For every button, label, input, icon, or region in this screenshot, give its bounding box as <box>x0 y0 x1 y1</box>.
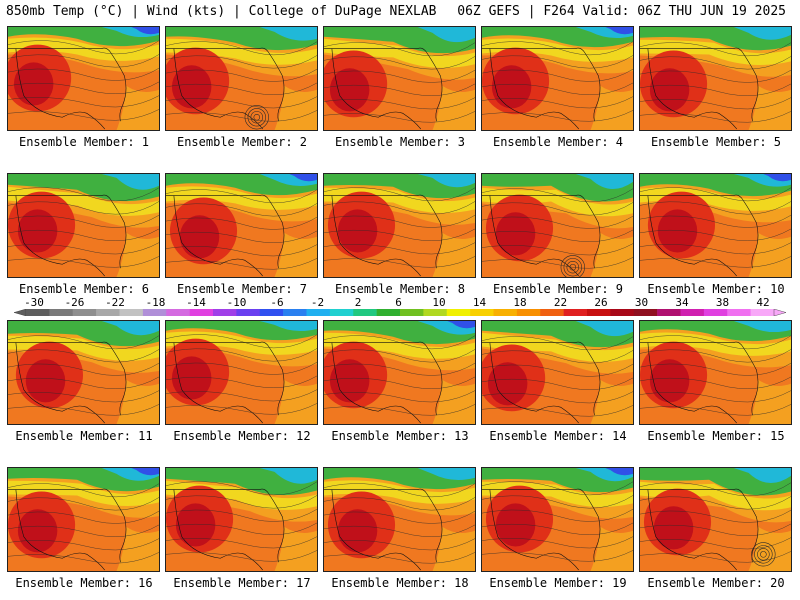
ensemble-member-label: Ensemble Member: 18 <box>331 576 469 590</box>
ensemble-member-label: Ensemble Member: 19 <box>489 576 627 590</box>
ensemble-map-8 <box>323 173 476 278</box>
ensemble-map-10 <box>639 173 792 278</box>
colorbar-segment <box>96 309 120 316</box>
ensemble-map-6 <box>7 173 160 278</box>
colorbar-segment <box>142 309 167 316</box>
colorbar-tick-label: -18 <box>145 296 166 309</box>
ensemble-member-label: Ensemble Member: 11 <box>15 429 153 443</box>
colorbar-tick-label: 42 <box>756 296 770 309</box>
colorbar-segment <box>750 309 775 316</box>
ensemble-member-label: Ensemble Member: 15 <box>647 429 785 443</box>
colorbar-tick-label: 38 <box>715 296 730 309</box>
ensemble-map-19 <box>481 467 634 572</box>
colorbar-segment <box>400 309 424 316</box>
ensemble-map-13 <box>323 320 476 425</box>
colorbar-segment <box>283 309 307 316</box>
ensemble-member-label: Ensemble Member: 16 <box>15 576 153 590</box>
colorbar-tick-label: 6 <box>395 296 402 309</box>
run-valid-time: 06Z GEFS | F264 Valid: 06Z THU JUN 19 20… <box>457 4 786 19</box>
ensemble-member-label: Ensemble Member: 14 <box>489 429 627 443</box>
colorbar-segment <box>259 309 284 316</box>
ensemble-map-15 <box>639 320 792 425</box>
colorbar-segment <box>563 309 588 316</box>
colorbar-tick-label: 22 <box>553 296 568 309</box>
ensemble-map-4 <box>481 26 634 131</box>
ensemble-member-label: Ensemble Member: 5 <box>650 135 782 149</box>
colorbar-tick-label: -26 <box>64 296 85 309</box>
colorbar-tick-label: 34 <box>675 296 689 309</box>
colorbar-segment <box>657 309 681 316</box>
ensemble-map-9 <box>481 173 634 278</box>
colorbar-segment <box>376 309 401 316</box>
colorbar-tick-label: 10 <box>432 296 446 309</box>
ensemble-member-label: Ensemble Member: 13 <box>331 429 469 443</box>
colorbar-segment <box>516 309 541 316</box>
ensemble-member-label: Ensemble Member: 7 <box>176 282 308 296</box>
ensemble-member-label: Ensemble Member: 2 <box>176 135 308 149</box>
colorbar-segment <box>72 309 97 316</box>
colorbar-segment <box>166 309 190 316</box>
ensemble-map-16 <box>7 467 160 572</box>
colorbar-tick-label: -14 <box>186 296 206 309</box>
ensemble-map-20 <box>639 467 792 572</box>
colorbar-segment <box>493 309 518 316</box>
colorbar-tick-label: 26 <box>594 296 608 309</box>
colorbar-tick-label: 14 <box>472 296 487 309</box>
ensemble-map-3 <box>323 26 476 131</box>
temperature-colorbar <box>14 309 786 316</box>
colorbar-segment <box>587 309 611 316</box>
colorbar-segment <box>306 309 331 316</box>
ensemble-map-17 <box>165 467 318 572</box>
ensemble-map-5 <box>639 26 792 131</box>
ensemble-map-14 <box>481 320 634 425</box>
colorbar-segment <box>26 309 50 316</box>
colorbar-segment <box>727 309 751 316</box>
colorbar-segment <box>236 309 261 316</box>
colorbar-segment <box>680 309 705 316</box>
ensemble-map-7 <box>165 173 318 278</box>
colorbar-segment <box>540 309 564 316</box>
ensemble-member-label: Ensemble Member: 1 <box>18 135 150 149</box>
ensemble-map-18 <box>323 467 476 572</box>
colorbar-tick-label: 2 <box>354 296 362 309</box>
ensemble-member-label: Ensemble Member: 20 <box>647 576 785 590</box>
colorbar-tick-label: -30 <box>24 296 44 309</box>
ensemble-map-11 <box>7 320 160 425</box>
colorbar-segment <box>423 309 448 316</box>
colorbar-tick-label: -2 <box>310 296 325 309</box>
ensemble-member-label: Ensemble Member: 12 <box>173 429 311 443</box>
chart-title: 850mb Temp (°C) | Wind (kts) | College o… <box>6 4 437 19</box>
ensemble-map-1 <box>7 26 160 131</box>
colorbar-segment <box>119 309 144 316</box>
colorbar-segment <box>353 309 377 316</box>
ensemble-member-label: Ensemble Member: 3 <box>334 135 466 149</box>
ensemble-map-2 <box>165 26 318 131</box>
ensemble-member-label: Ensemble Member: 9 <box>492 282 624 296</box>
colorbar-segment <box>610 309 635 316</box>
colorbar-segment <box>703 309 728 316</box>
ensemble-member-label: Ensemble Member: 4 <box>492 135 624 149</box>
colorbar-segment <box>329 309 354 316</box>
ensemble-member-label: Ensemble Member: 8 <box>334 282 466 296</box>
colorbar-left-arrow <box>14 309 27 316</box>
colorbar-segment <box>446 309 471 316</box>
ensemble-map-12 <box>165 320 318 425</box>
colorbar-tick-label: 30 <box>634 296 649 309</box>
colorbar-segment <box>633 309 658 316</box>
colorbar-segment <box>213 309 237 316</box>
colorbar-segment <box>49 309 74 316</box>
ensemble-member-label: Ensemble Member: 6 <box>18 282 150 296</box>
ensemble-member-label: Ensemble Member: 10 <box>647 282 785 296</box>
colorbar-segment <box>470 309 494 316</box>
colorbar-segment <box>189 309 214 316</box>
colorbar-right-arrow <box>773 309 786 316</box>
ensemble-member-label: Ensemble Member: 17 <box>173 576 311 590</box>
colorbar-tick-label: -6 <box>270 296 284 309</box>
colorbar-tick-label: 18 <box>513 296 527 309</box>
colorbar-tick-label: -22 <box>105 296 125 309</box>
colorbar-tick-label: -10 <box>226 296 247 309</box>
